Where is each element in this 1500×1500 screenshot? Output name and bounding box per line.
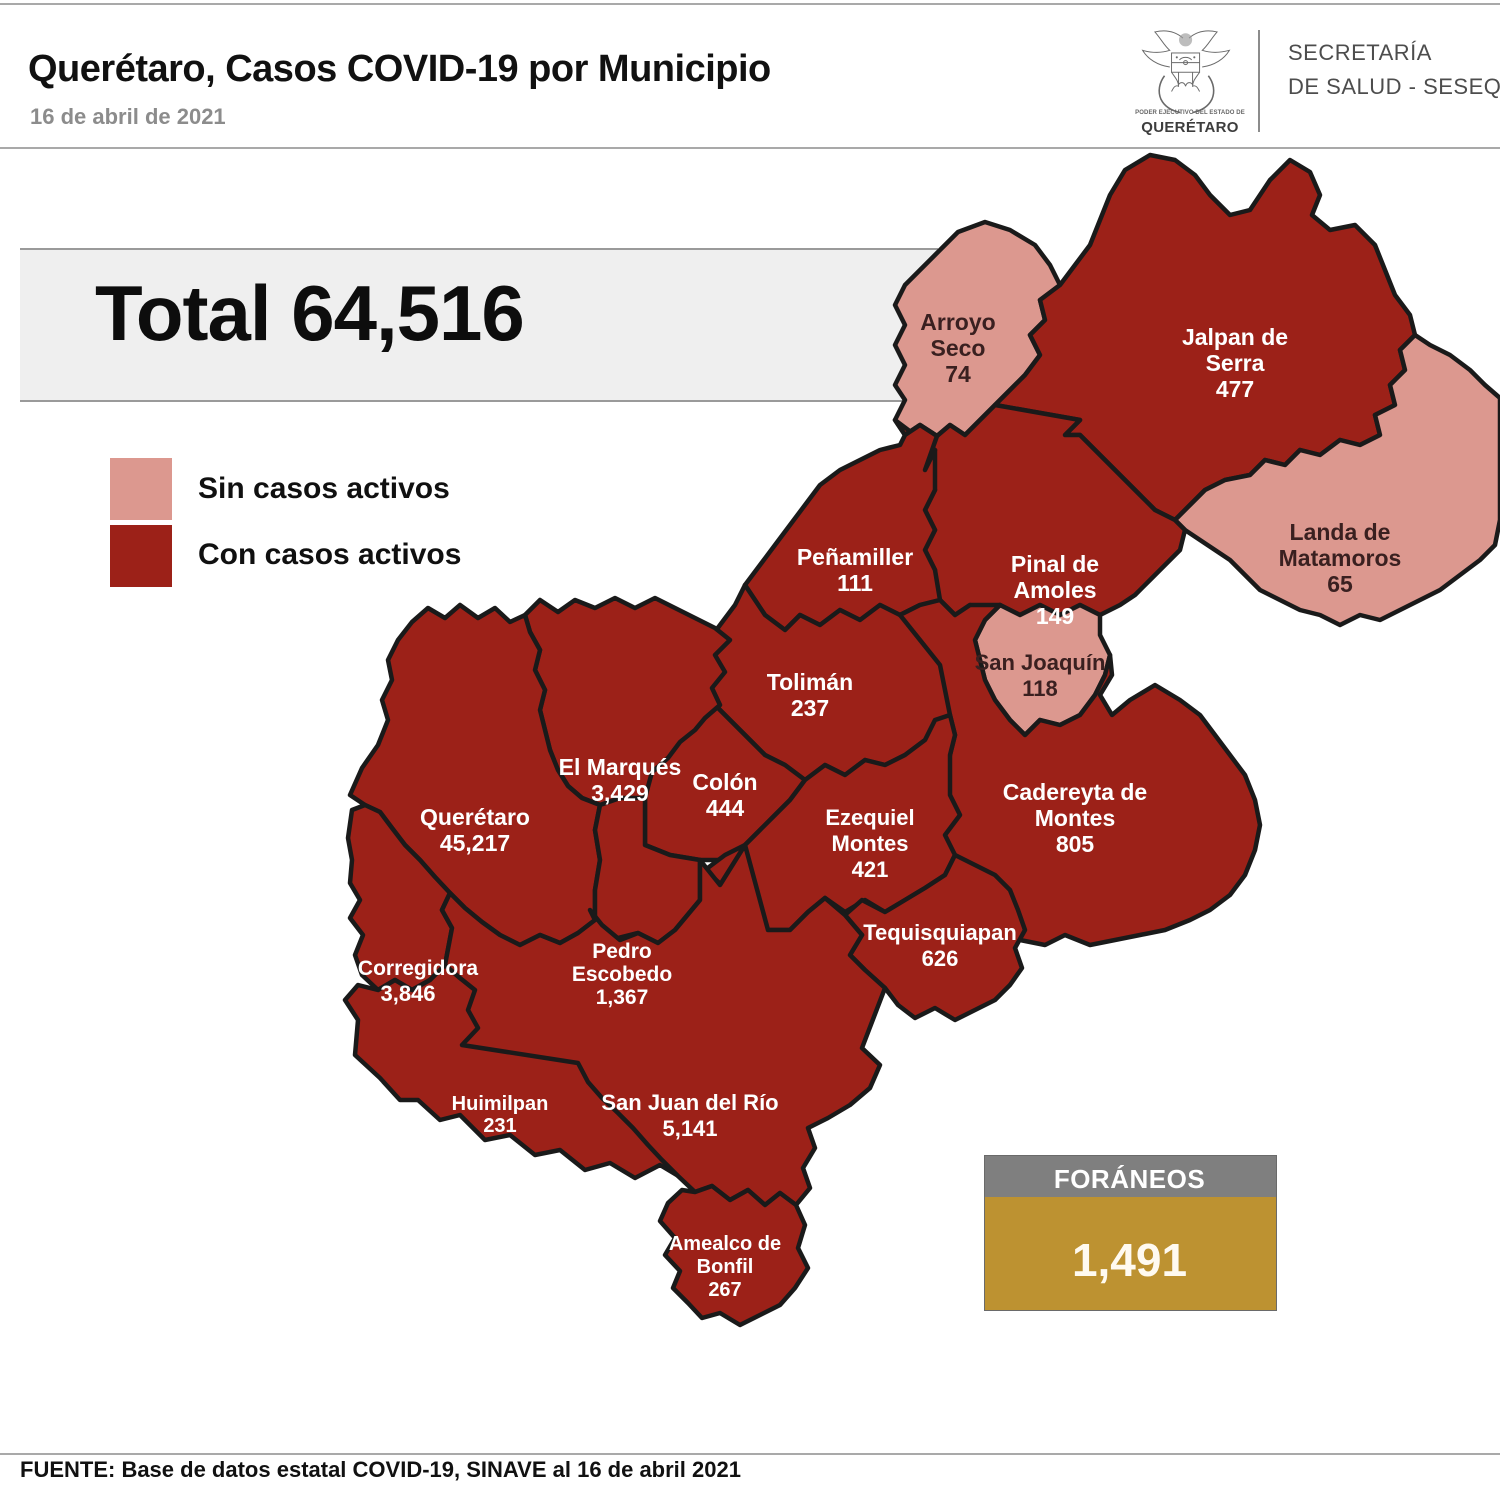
- svg-text:Matamoros: Matamoros: [1279, 545, 1402, 571]
- svg-text:3,429: 3,429: [591, 780, 649, 806]
- svg-text:65: 65: [1327, 571, 1353, 597]
- svg-text:3,846: 3,846: [380, 981, 435, 1006]
- svg-text:Tolimán: Tolimán: [767, 669, 853, 695]
- svg-text:Landa de: Landa de: [1290, 519, 1391, 545]
- svg-text:Seco: Seco: [931, 335, 986, 361]
- svg-text:477: 477: [1216, 376, 1254, 402]
- svg-text:San Juan del Río: San Juan del Río: [601, 1090, 778, 1115]
- svg-text:118: 118: [1022, 676, 1058, 701]
- svg-text:Arroyo: Arroyo: [920, 309, 995, 335]
- svg-text:5,141: 5,141: [662, 1116, 717, 1141]
- svg-text:Bonfil: Bonfil: [697, 1256, 754, 1278]
- svg-text:Tequisquiapan: Tequisquiapan: [863, 920, 1017, 945]
- svg-text:Jalpan de: Jalpan de: [1182, 324, 1288, 350]
- svg-text:267: 267: [708, 1279, 741, 1301]
- svg-text:237: 237: [791, 695, 829, 721]
- svg-text:444: 444: [706, 795, 745, 821]
- svg-text:Escobedo: Escobedo: [572, 963, 672, 986]
- svg-text:Amealco de: Amealco de: [669, 1233, 781, 1255]
- svg-text:Ezequiel: Ezequiel: [825, 805, 914, 830]
- svg-text:El Marqués: El Marqués: [559, 754, 682, 780]
- svg-text:1,367: 1,367: [596, 986, 649, 1009]
- svg-text:Cadereyta de: Cadereyta de: [1003, 779, 1147, 805]
- svg-text:805: 805: [1056, 831, 1095, 857]
- svg-text:San Joaquín: San Joaquín: [975, 650, 1106, 675]
- svg-text:421: 421: [852, 857, 889, 882]
- svg-text:Pedro: Pedro: [592, 940, 652, 963]
- svg-text:Huimilpan: Huimilpan: [452, 1093, 549, 1115]
- svg-text:149: 149: [1036, 603, 1074, 629]
- svg-text:Amoles: Amoles: [1013, 577, 1096, 603]
- svg-text:Montes: Montes: [1035, 805, 1116, 831]
- svg-text:Pinal de: Pinal de: [1011, 551, 1099, 577]
- svg-text:Querétaro: Querétaro: [420, 804, 530, 830]
- svg-text:Colón: Colón: [692, 769, 757, 795]
- svg-text:Serra: Serra: [1206, 350, 1265, 376]
- svg-text:626: 626: [922, 946, 959, 971]
- svg-text:231: 231: [483, 1115, 516, 1137]
- svg-text:Montes: Montes: [832, 831, 909, 856]
- svg-text:74: 74: [945, 361, 971, 387]
- svg-text:111: 111: [837, 570, 873, 596]
- svg-text:Peñamiller: Peñamiller: [797, 544, 913, 570]
- svg-text:45,217: 45,217: [440, 830, 510, 856]
- svg-text:Corregidora: Corregidora: [358, 957, 479, 980]
